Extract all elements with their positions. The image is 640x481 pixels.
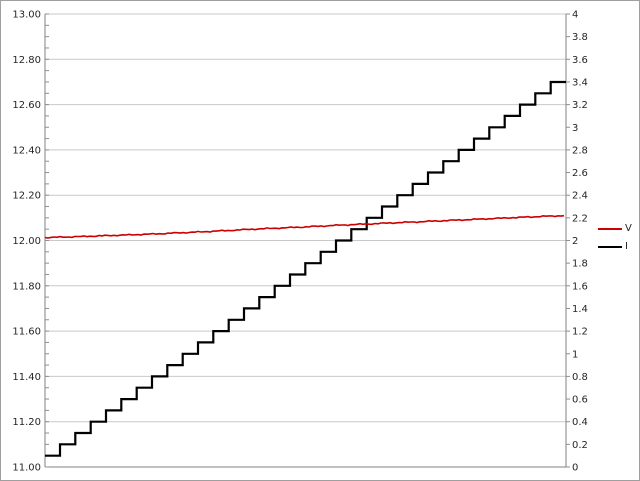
right-axis-label: 1.8	[572, 259, 588, 270]
legend-entry-v: V	[598, 224, 632, 234]
left-axis-label: 12.20	[12, 191, 41, 202]
right-axis-label: 1	[572, 349, 578, 360]
legend-label-v: V	[625, 223, 632, 234]
right-axis-label: 3.4	[572, 77, 588, 88]
right-axis-label: 2.2	[572, 213, 588, 224]
left-axis-label: 12.00	[12, 236, 41, 247]
i-series-line	[45, 80, 566, 457]
legend-line-v-icon	[598, 228, 622, 230]
left-axis-label: 13.00	[12, 10, 41, 21]
right-axis-label: 2.8	[572, 145, 588, 156]
right-axis-label: 0.8	[572, 372, 588, 383]
right-axis-label: 2.4	[572, 191, 588, 202]
left-axis-label: 11.00	[12, 463, 41, 474]
left-axis-label: 11.20	[12, 417, 41, 428]
legend-label-i: I	[625, 241, 628, 252]
left-axis-label: 11.40	[12, 372, 41, 383]
right-axis-label: 3.6	[572, 55, 588, 66]
right-axis-label: 1.6	[572, 281, 588, 292]
right-axis-label: 0.2	[572, 440, 588, 451]
left-axis-label: 12.80	[12, 55, 41, 66]
left-axis-label: 11.60	[12, 327, 41, 338]
right-axis-label: 2	[572, 236, 578, 247]
right-axis-label: 3.8	[572, 32, 588, 43]
legend-entry-i: I	[598, 242, 628, 252]
left-axis-label: 12.60	[12, 100, 41, 111]
v-series-line	[44, 214, 565, 239]
left-axis-label: 11.80	[12, 281, 41, 292]
right-axis-label: 3.2	[572, 100, 588, 111]
right-axis-label: 1.2	[572, 327, 588, 338]
right-axis-label: 4	[572, 10, 578, 21]
left-axis-label: 12.40	[12, 145, 41, 156]
right-axis-label: 2.6	[572, 168, 588, 179]
legend-line-i-icon	[598, 246, 622, 248]
right-axis-label: 0	[572, 463, 578, 474]
right-axis-label: 0.6	[572, 395, 588, 406]
right-axis-label: 3	[572, 123, 578, 134]
right-axis-label: 1.4	[572, 304, 588, 315]
right-axis-label: 0.4	[572, 417, 588, 428]
